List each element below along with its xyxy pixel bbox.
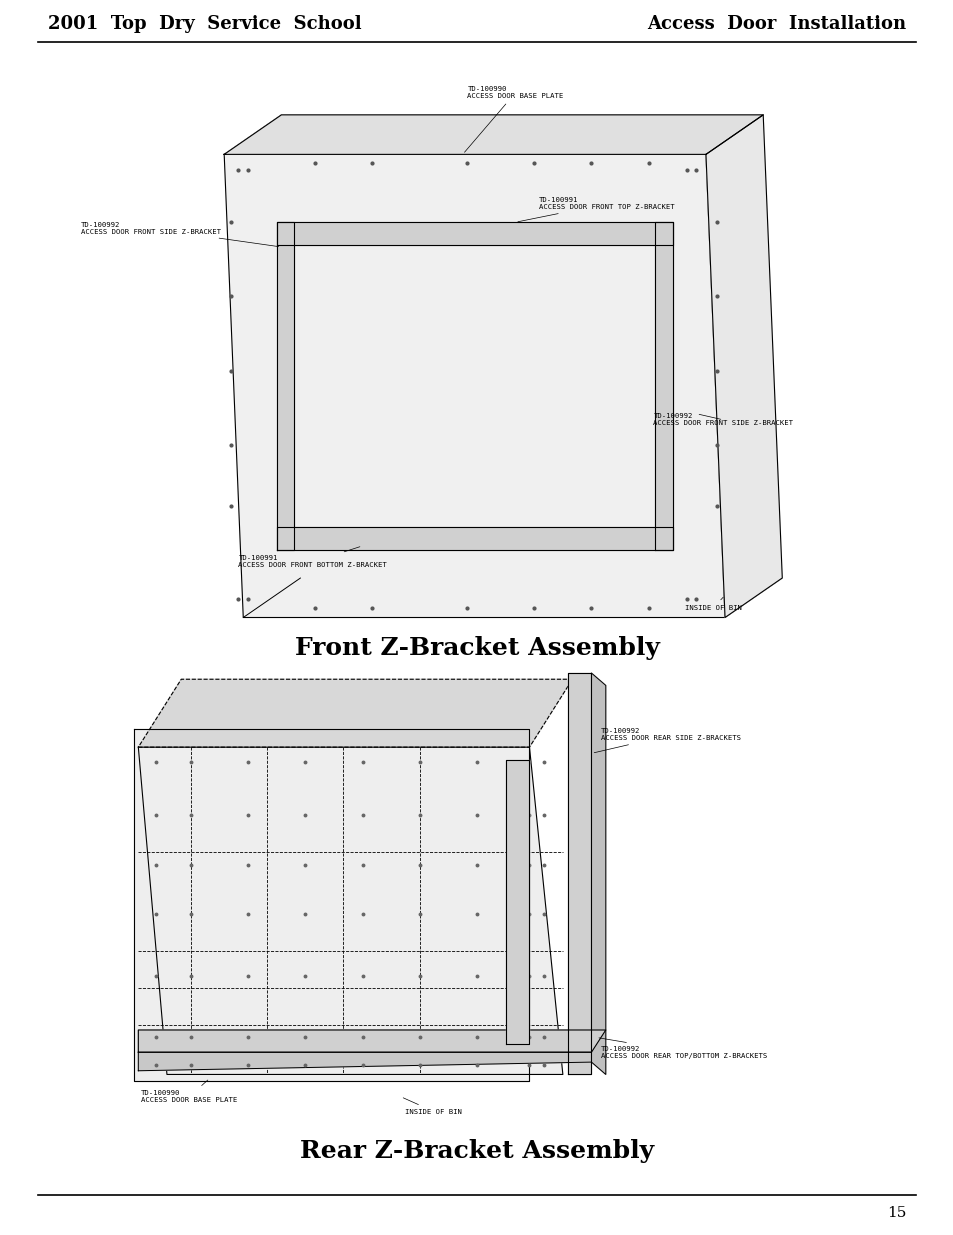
Polygon shape: [276, 222, 672, 245]
Text: TD-100990
ACCESS DOOR BASE PLATE: TD-100990 ACCESS DOOR BASE PLATE: [464, 86, 563, 152]
Text: INSIDE OF BIN: INSIDE OF BIN: [684, 598, 741, 610]
Polygon shape: [138, 747, 562, 1074]
Polygon shape: [276, 222, 294, 550]
Text: TD-100992
ACCESS DOOR FRONT SIDE Z-BRACKET: TD-100992 ACCESS DOOR FRONT SIDE Z-BRACK…: [653, 414, 793, 426]
Text: Access  Door  Installation: Access Door Installation: [646, 15, 905, 33]
Text: TD-100992
ACCESS DOOR REAR TOP/BOTTOM Z-BRACKETS: TD-100992 ACCESS DOOR REAR TOP/BOTTOM Z-…: [598, 1037, 766, 1058]
Text: TD-100992
ACCESS DOOR REAR SIDE Z-BRACKETS: TD-100992 ACCESS DOOR REAR SIDE Z-BRACKE…: [594, 729, 740, 752]
Polygon shape: [591, 673, 605, 1074]
Polygon shape: [224, 154, 724, 618]
Text: 15: 15: [886, 1205, 905, 1220]
Polygon shape: [224, 115, 762, 154]
Text: Rear Z-Bracket Assembly: Rear Z-Bracket Assembly: [299, 1139, 654, 1163]
Text: TD-100990
ACCESS DOOR BASE PLATE: TD-100990 ACCESS DOOR BASE PLATE: [141, 1081, 237, 1103]
Polygon shape: [505, 760, 529, 1044]
Text: TD-100991
ACCESS DOOR FRONT TOP Z-BRACKET: TD-100991 ACCESS DOOR FRONT TOP Z-BRACKE…: [517, 198, 674, 222]
Polygon shape: [133, 729, 529, 1081]
Polygon shape: [567, 673, 591, 1074]
Polygon shape: [138, 679, 572, 747]
Text: TD-100991
ACCESS DOOR FRONT BOTTOM Z-BRACKET: TD-100991 ACCESS DOOR FRONT BOTTOM Z-BRA…: [238, 547, 387, 568]
Polygon shape: [138, 1030, 605, 1052]
Text: Front Z-Bracket Assembly: Front Z-Bracket Assembly: [294, 636, 659, 661]
Text: 2001  Top  Dry  Service  School: 2001 Top Dry Service School: [48, 15, 361, 33]
Polygon shape: [276, 527, 672, 550]
Text: TD-100992
ACCESS DOOR FRONT SIDE Z-BRACKET: TD-100992 ACCESS DOOR FRONT SIDE Z-BRACK…: [81, 222, 278, 247]
Polygon shape: [705, 115, 781, 618]
Polygon shape: [655, 222, 672, 550]
Polygon shape: [138, 1052, 591, 1071]
Text: INSIDE OF BIN: INSIDE OF BIN: [403, 1098, 462, 1114]
